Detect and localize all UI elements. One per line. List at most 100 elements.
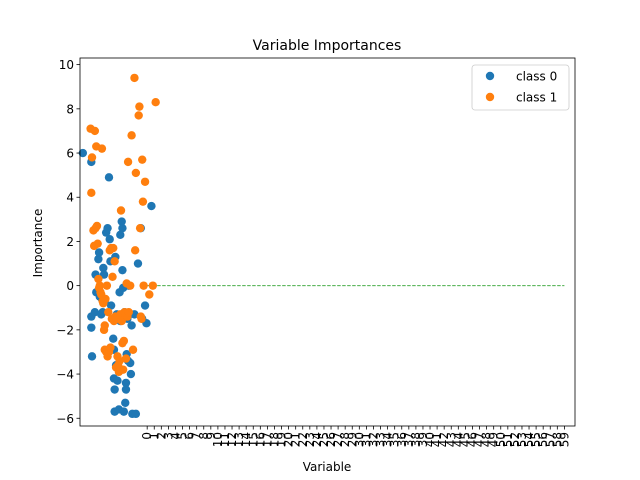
x-tick-label: 30	[352, 432, 366, 447]
scatter-point-class-0	[94, 254, 103, 264]
x-tick-label: 33	[374, 432, 388, 447]
scatter-point-class-0	[109, 334, 118, 343]
x-tick-label: 40	[423, 432, 437, 447]
scatter-point-class-0	[117, 217, 126, 226]
scatter-point-class-1	[117, 316, 126, 326]
x-tick-label: 2	[154, 432, 168, 440]
x-axis-label: Variable	[303, 460, 352, 474]
scatter-point-class-1	[108, 272, 117, 282]
scatter-point-class-0	[133, 259, 143, 268]
scatter-point-class-1	[94, 274, 103, 284]
x-tick-label: 29	[345, 432, 359, 447]
x-tick-label: 36	[395, 432, 409, 447]
x-tick-label: 35	[388, 432, 402, 447]
x-tick-label: 49	[487, 432, 501, 447]
x-tick-label: 27	[331, 432, 345, 447]
scatter-point-class-0	[126, 369, 136, 379]
scatter-point-class-1	[128, 345, 138, 354]
scatter-point-class-0	[104, 173, 114, 182]
scatter-point-class-0	[118, 265, 127, 275]
x-tick-label: 5	[176, 432, 190, 440]
scatter-point-class-0	[116, 230, 125, 240]
x-tick-label: 0	[140, 432, 154, 440]
scatter-point-class-1	[93, 239, 102, 248]
y-axis-label: Importance	[31, 209, 45, 278]
chart-title: Variable Importances	[253, 38, 402, 54]
scatter-point-class-1	[95, 281, 105, 290]
scatter-point-class-1	[119, 336, 129, 346]
x-tick-label: 18	[267, 432, 281, 447]
x-tick-label: 54	[522, 432, 536, 447]
legend-box	[471, 64, 570, 111]
x-tick-label: 45	[458, 432, 472, 447]
y-tick-label: 10	[59, 58, 74, 72]
x-tick-label: 59	[557, 432, 571, 447]
scatter-point-class-0	[140, 301, 150, 310]
scatter-point-class-1	[126, 281, 135, 290]
scatter-point-class-1	[90, 126, 100, 136]
scatter-point-class-1	[97, 144, 107, 153]
scatter-point-class-1	[135, 223, 145, 233]
x-tick-label: 42	[437, 432, 451, 447]
x-tick-label: 47	[473, 432, 487, 447]
scatter-point-class-1	[140, 177, 150, 186]
x-tick-label: 22	[296, 432, 310, 447]
x-tick-label: 41	[430, 432, 444, 447]
scatter-point-class-1	[127, 131, 136, 140]
x-tick-label: 16	[253, 432, 267, 447]
scatter-point-class-0	[121, 385, 131, 394]
scatter-point-class-1	[151, 98, 160, 107]
x-tick-label: 23	[303, 432, 317, 447]
x-tick-label: 21	[289, 432, 303, 447]
scatter-point-class-1	[145, 290, 154, 299]
scatter-point-class-1	[139, 281, 148, 290]
x-tick-label: 26	[324, 432, 338, 447]
x-tick-label: 44	[451, 432, 465, 447]
scatter-point-class-1	[148, 281, 158, 290]
x-tick-label: 1	[147, 432, 161, 440]
scatter-point-class-1	[124, 307, 133, 317]
legend: class 0 class 1	[471, 64, 570, 111]
legend-marker-class-0	[485, 71, 495, 81]
scatter-point-class-1	[106, 343, 115, 352]
x-tick-label: 20	[282, 432, 296, 447]
y-tick-label: 0	[66, 279, 74, 293]
x-tick-label: 25	[317, 432, 331, 447]
x-tick-label: 57	[543, 432, 557, 447]
scatter-point-class-0	[94, 248, 104, 257]
scatter-point-class-1	[109, 243, 118, 253]
x-tick-label: 50	[494, 432, 508, 447]
x-tick-label: 55	[529, 432, 543, 447]
scatter-point-class-1	[123, 157, 133, 167]
y-tick-label: 6	[66, 147, 74, 161]
x-tick-label: 34	[381, 432, 395, 447]
x-tick-label: 10	[211, 432, 225, 447]
scatter-point-class-1	[100, 321, 109, 330]
scatter-point-class-1	[134, 111, 143, 120]
x-tick-label: 39	[416, 432, 430, 447]
x-tick-label: 37	[402, 432, 416, 447]
scatter-point-class-0	[121, 398, 130, 407]
scatter-point-class-0	[78, 148, 88, 158]
scatter-point-class-1	[87, 153, 97, 162]
x-tick-label: 53	[515, 432, 529, 447]
scatter-point-class-1	[102, 281, 112, 290]
scatter-point-class-0	[103, 223, 112, 233]
scatter-point-class-0	[90, 307, 100, 317]
scatter-point-class-1	[101, 294, 110, 304]
x-tick-label: 6	[183, 432, 197, 440]
x-tick-label: 15	[246, 432, 260, 447]
scatter-point-class-1	[116, 206, 126, 215]
legend-marker-class-1	[485, 92, 495, 102]
scatter-point-class-0	[127, 321, 136, 330]
x-tick-label: 48	[480, 432, 494, 447]
scatter-point-class-1	[87, 188, 96, 198]
scatter-point-class-0	[147, 201, 156, 211]
scatter-point-class-0	[99, 263, 108, 273]
scatter-point-class-1	[130, 73, 139, 83]
y-tick-label: −4	[56, 368, 74, 382]
scatter-point-class-1	[131, 168, 141, 178]
x-tick-label: 19	[275, 432, 289, 447]
x-tick-label: 14	[239, 432, 253, 447]
scatter-point-class-0	[106, 301, 116, 310]
